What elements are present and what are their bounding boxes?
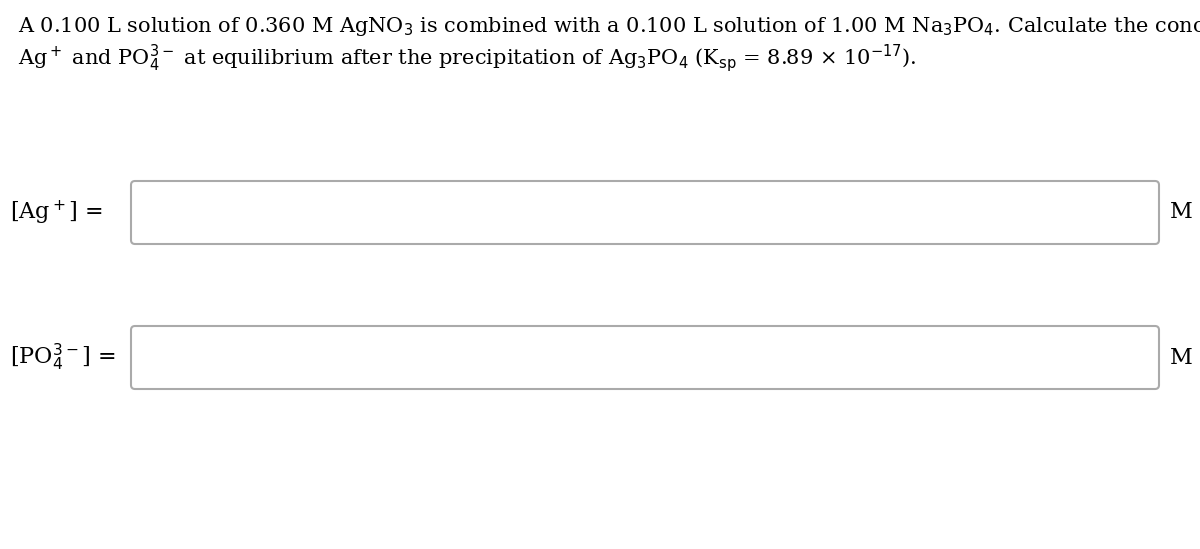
Text: M: M [1170,346,1193,368]
FancyBboxPatch shape [131,181,1159,244]
Text: A 0.100 L solution of 0.360 M AgNO$_3$ is combined with a 0.100 L solution of 1.: A 0.100 L solution of 0.360 M AgNO$_3$ i… [18,15,1200,38]
Text: Ag$^+$ and PO$_4^{3-}$ at equilibrium after the precipitation of Ag$_3$PO$_4$ (K: Ag$^+$ and PO$_4^{3-}$ at equilibrium af… [18,42,917,74]
Text: [Ag$^+$] =: [Ag$^+$] = [10,198,103,227]
Text: [PO$_4^{3-}$] =: [PO$_4^{3-}$] = [10,342,115,373]
Text: M: M [1170,201,1193,223]
FancyBboxPatch shape [131,326,1159,389]
